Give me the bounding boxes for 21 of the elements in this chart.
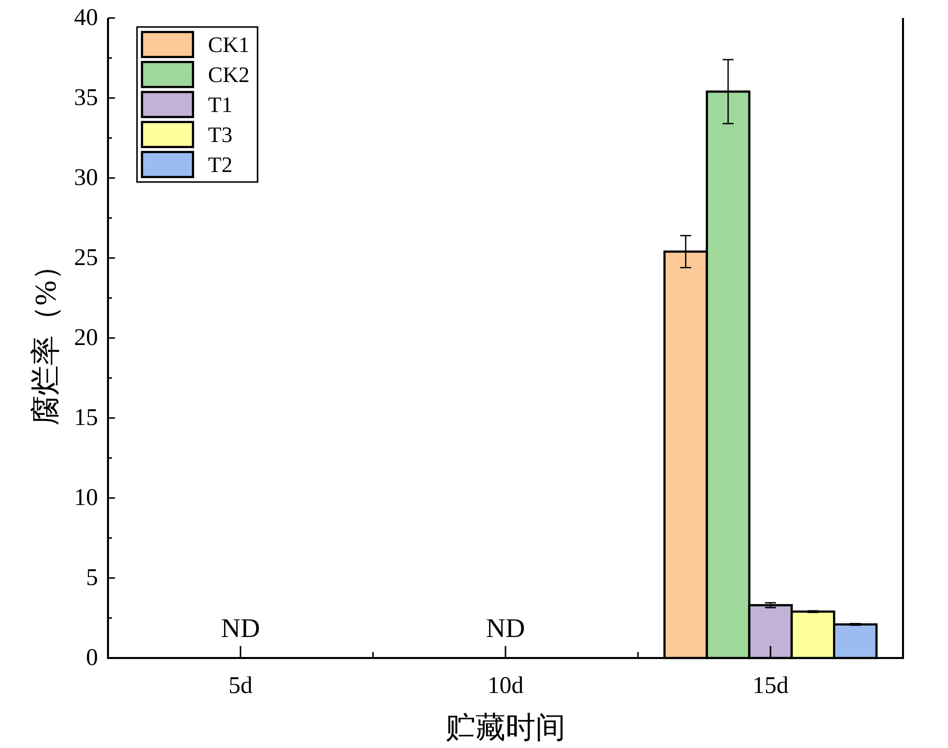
y-tick-label: 30 bbox=[74, 165, 98, 191]
x-tick-label: 10d bbox=[488, 673, 524, 699]
y-tick-label: 10 bbox=[74, 485, 98, 511]
x-axis-title: 贮藏时间 bbox=[446, 712, 566, 744]
x-tick-label: 15d bbox=[752, 673, 788, 699]
legend-label: T1 bbox=[208, 92, 232, 117]
legend-label: CK1 bbox=[208, 32, 250, 57]
y-tick-label: 15 bbox=[74, 405, 98, 431]
y-tick-label: 25 bbox=[74, 245, 98, 271]
y-tick-label: 40 bbox=[74, 5, 98, 31]
y-tick-label: 35 bbox=[74, 85, 98, 111]
legend-label: T2 bbox=[208, 152, 232, 177]
legend-label: T3 bbox=[208, 122, 232, 147]
annotation: ND bbox=[486, 613, 525, 643]
y-tick-label: 20 bbox=[74, 325, 98, 351]
annotation: ND bbox=[221, 613, 260, 643]
y-tick-label: 0 bbox=[86, 645, 98, 671]
legend-label: CK2 bbox=[208, 62, 250, 87]
y-tick-label: 5 bbox=[86, 565, 98, 591]
x-tick-label: 5d bbox=[228, 673, 252, 699]
y-axis-title: 腐烂率（%） bbox=[30, 250, 62, 426]
